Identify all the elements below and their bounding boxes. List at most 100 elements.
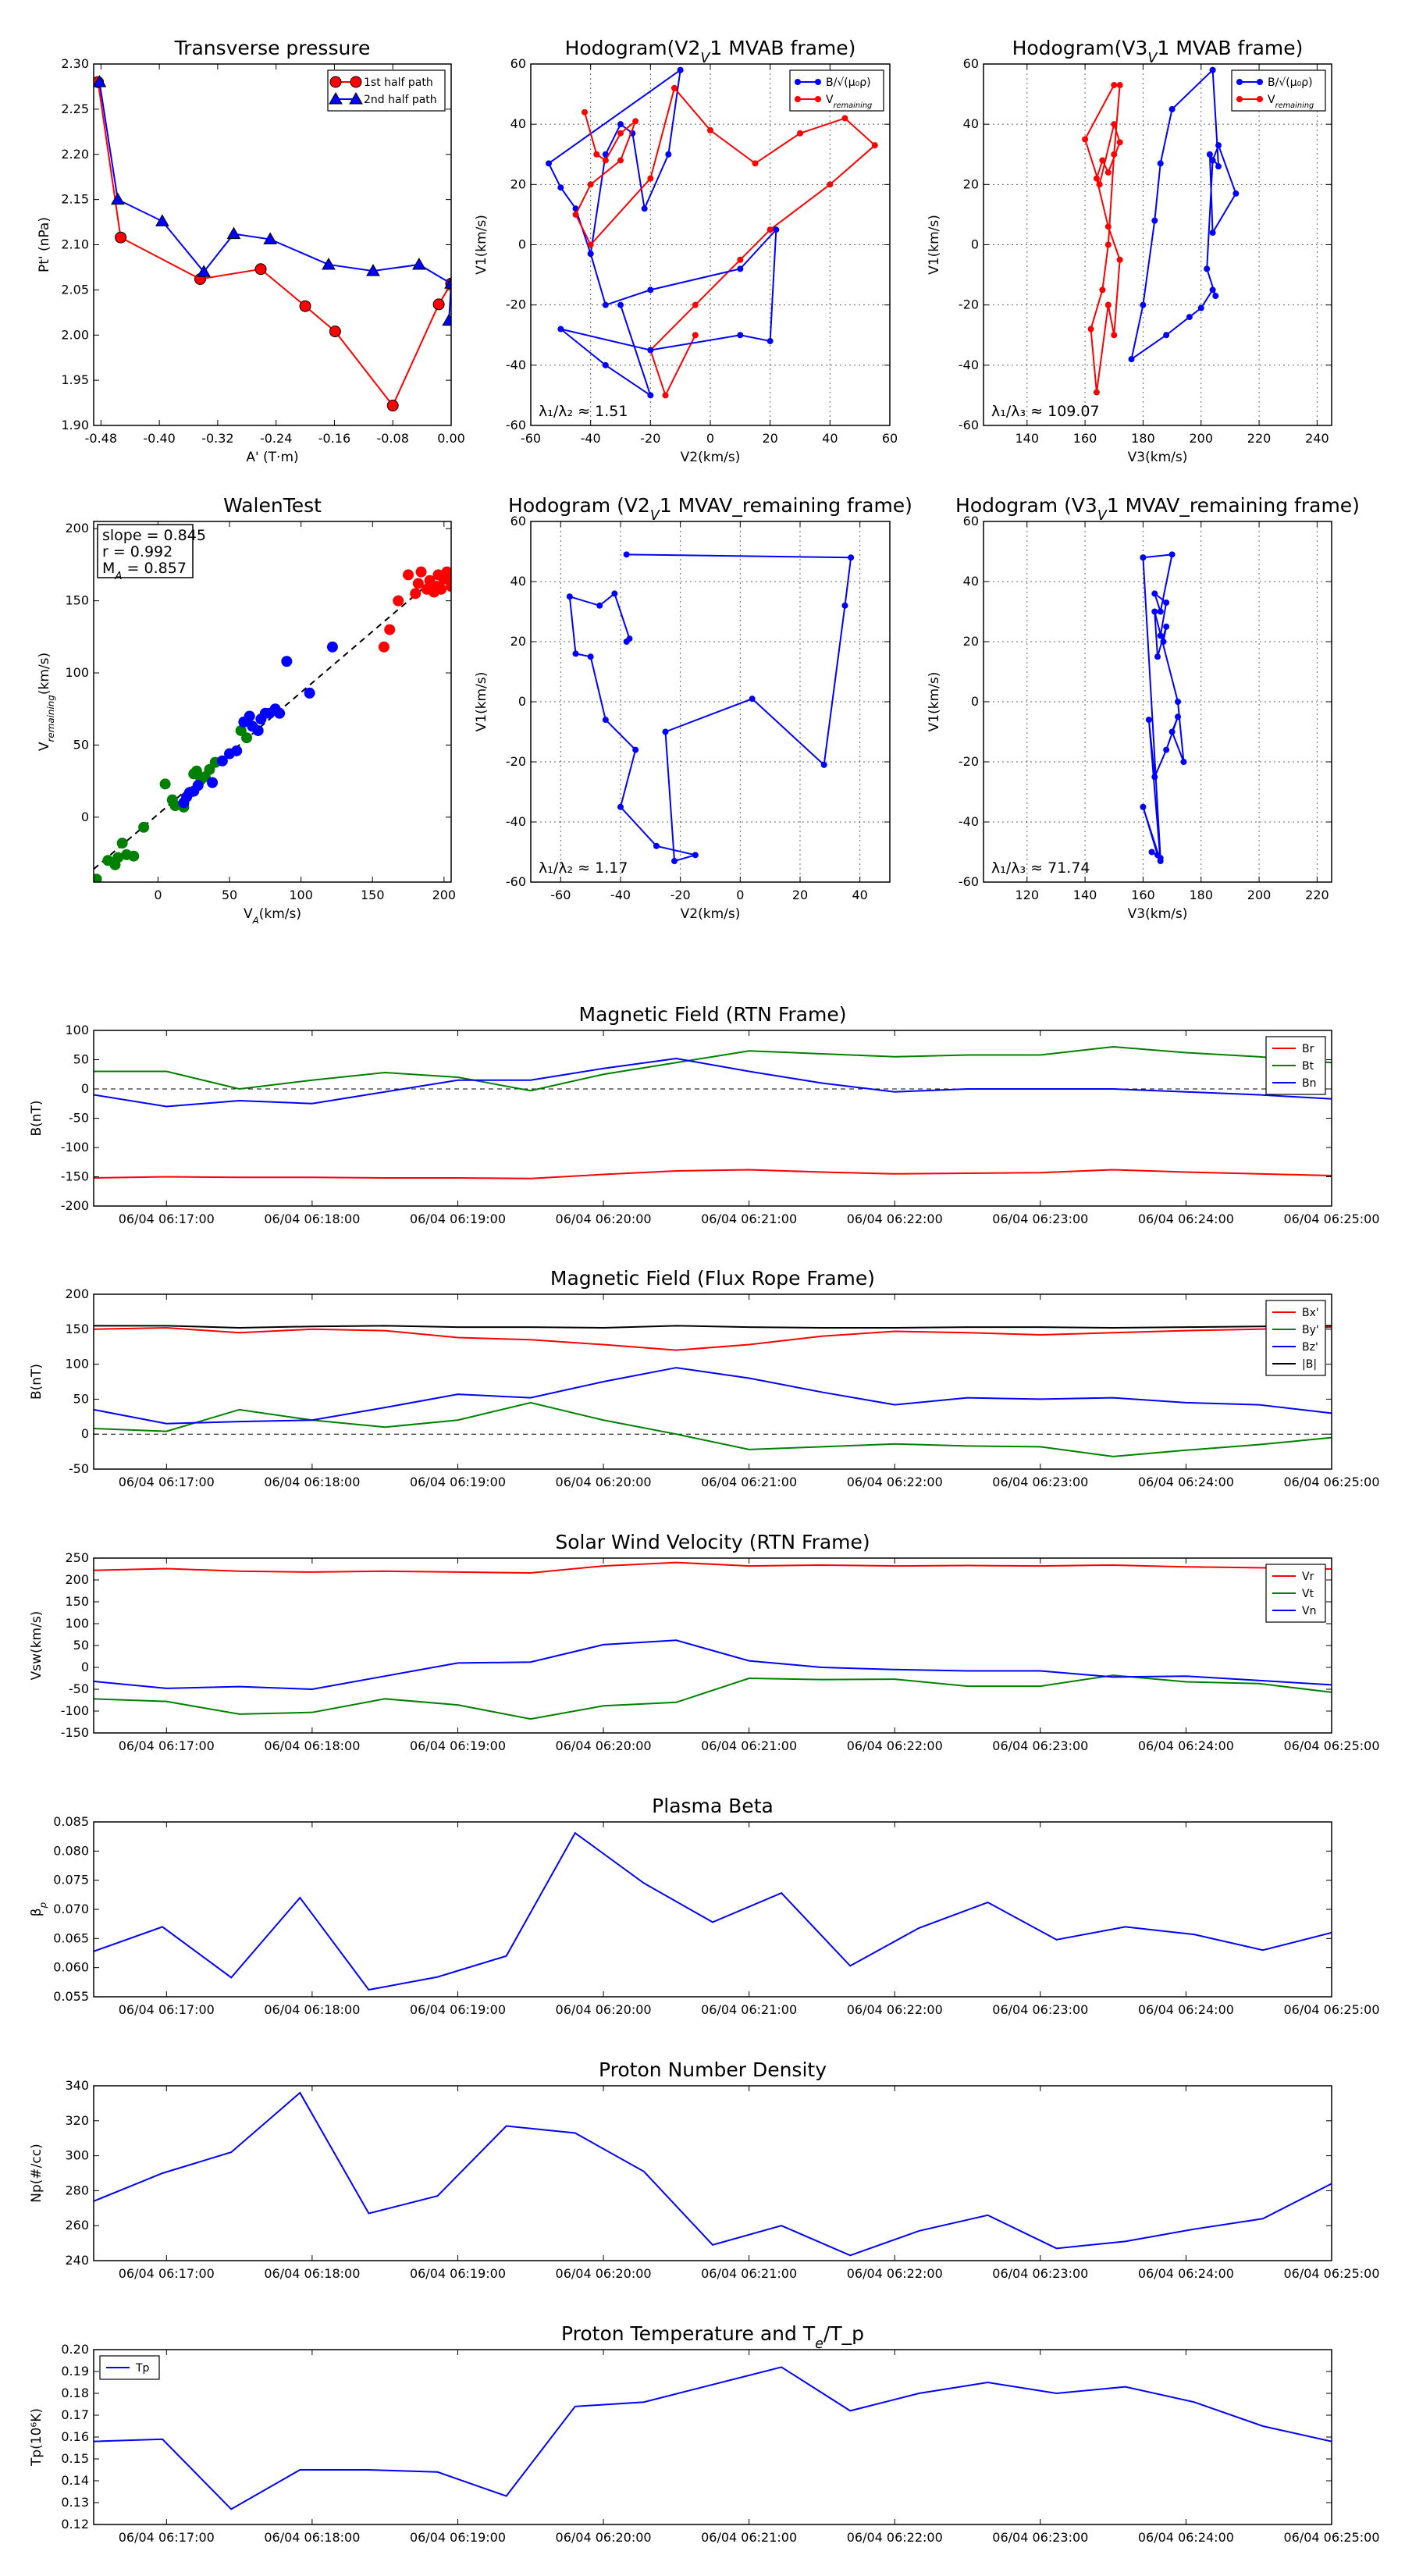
data-point [623, 551, 630, 558]
x-tick-label: 140 [1073, 888, 1097, 902]
x-axis-label: V3(km/s) [1128, 906, 1188, 922]
y-tick-label: 0.14 [61, 2473, 89, 2488]
y-axis-label: B(nT) [29, 1100, 44, 1136]
data-point [1209, 286, 1216, 294]
data-point [647, 175, 654, 182]
data-point [557, 184, 564, 191]
y-tick-label: 0.16 [61, 2429, 89, 2444]
legend-box [327, 69, 446, 112]
y-tick-label: -20 [959, 754, 979, 769]
data-point [1151, 217, 1158, 224]
data-point [1157, 855, 1164, 862]
y-tick-label: 0.055 [53, 1989, 89, 2004]
y-tick-label: -40 [959, 358, 979, 372]
data-point [1160, 639, 1167, 645]
series-line [94, 1325, 1332, 1329]
plot-frame [93, 1821, 1332, 1998]
data-point [1082, 136, 1089, 143]
legend-label: By' [1302, 1324, 1319, 1336]
y-tick-label: 0.17 [61, 2407, 89, 2422]
chart-h2: Hodogram(V3V1 MVAB frame) -60 -40 -20 0 20 40 6… [927, 37, 1332, 465]
legend-label: |B| [1302, 1358, 1317, 1371]
series-line [560, 227, 777, 397]
data-point [665, 151, 672, 158]
data-point [671, 84, 678, 91]
x-tick-label: 06/04 06:18:00 [264, 1475, 360, 1489]
eigen-ratio-label: λ₁/λ₃ ≈ 71.74 [991, 859, 1090, 877]
y-tick-label: -20 [506, 297, 526, 312]
data-point [1093, 175, 1100, 182]
chart-title: Proton Temperature and Te/T_p [561, 2322, 864, 2352]
y-tick-label: 0.080 [53, 1843, 89, 1858]
data-point [827, 181, 834, 188]
y-tick-label: 20 [963, 634, 979, 649]
plot-area [94, 1045, 1332, 1179]
x-tick-label: 06/04 06:23:00 [992, 2530, 1088, 2545]
plot-area [566, 551, 855, 865]
x-tick-label: 180 [1189, 888, 1213, 902]
chart-ts_beta: Plasma Beta 0.055 0.060 0.065 0.070 0.075 0.08… [29, 1795, 1380, 2017]
x-tick-label: 06/04 06:25:00 [1283, 1475, 1379, 1489]
y-tick-label: 100 [65, 1616, 89, 1631]
y-tick-label: 200 [65, 1572, 89, 1587]
y-tick-label: -60 [506, 874, 526, 889]
plot-frame [93, 521, 452, 883]
x-tick-label: 160 [1131, 888, 1155, 902]
x-tick-label: -0.16 [318, 431, 350, 446]
y-tick-label: 0.13 [61, 2495, 89, 2510]
series-line [94, 1639, 1332, 1691]
chart-title: Hodogram (V2V1 MVAV_remaining frame) [508, 494, 912, 524]
chart-title: Hodogram(V2V1 MVAB frame) [565, 37, 856, 66]
legend-marker [795, 79, 801, 85]
plot-frame [93, 1293, 1332, 1470]
x-tick-label: 06/04 06:25:00 [1283, 2530, 1379, 2545]
data-point [602, 301, 609, 308]
data-point [192, 780, 204, 792]
y-tick-label: -60 [959, 418, 979, 432]
legend-label: B/√(μ₀ρ) [1268, 76, 1313, 89]
data-point [1232, 190, 1240, 197]
data-point [623, 639, 630, 645]
y-tick-label: 280 [65, 2183, 89, 2197]
x-tick-label: 06/04 06:25:00 [1283, 2266, 1379, 2281]
y-tick-label: 320 [65, 2113, 89, 2128]
stats-box [97, 524, 194, 578]
data-point [546, 160, 552, 167]
data-point [587, 251, 594, 258]
legend-label: B/√(μ₀ρ) [826, 76, 871, 89]
legend-marker [1236, 96, 1243, 102]
x-tick-label: 06/04 06:21:00 [701, 1475, 797, 1489]
x-tick-label: 06/04 06:21:00 [701, 1212, 797, 1226]
x-tick-label: 0 [736, 888, 744, 902]
data-point [241, 732, 253, 744]
data-point [274, 707, 286, 719]
plot-frame [93, 2085, 1332, 2261]
data-point [442, 313, 451, 326]
data-point [1116, 139, 1123, 146]
x-tick-label: 06/04 06:18:00 [264, 2002, 360, 2017]
y-tick-label: 40 [510, 116, 526, 131]
data-point [1157, 608, 1164, 615]
y-tick-label: 60 [963, 56, 979, 71]
x-tick-label: 06/04 06:20:00 [556, 2002, 652, 2017]
x-tick-label: 06/04 06:20:00 [556, 1738, 652, 1753]
y-tick-label: -150 [61, 1725, 89, 1740]
data-point [1151, 590, 1158, 597]
x-tick-label: 20 [762, 431, 777, 446]
y-tick-label: 0.075 [53, 1873, 89, 1888]
plot-frame [530, 521, 891, 883]
data-point [871, 142, 878, 149]
data-point [1096, 181, 1103, 188]
plot-frame [93, 1030, 1332, 1207]
data-point [384, 624, 396, 635]
x-tick-label: 06/04 06:17:00 [119, 1475, 215, 1489]
y-tick-label: -60 [506, 418, 526, 432]
y-axis-label: Np(#/cc) [29, 2144, 44, 2202]
x-tick-label: 200 [432, 888, 457, 902]
data-point [1151, 608, 1158, 615]
plot-frame [93, 2349, 1332, 2525]
legend-label: Bx' [1302, 1307, 1319, 1319]
data-point [110, 192, 125, 205]
data-point [326, 641, 338, 653]
data-point [617, 803, 624, 810]
